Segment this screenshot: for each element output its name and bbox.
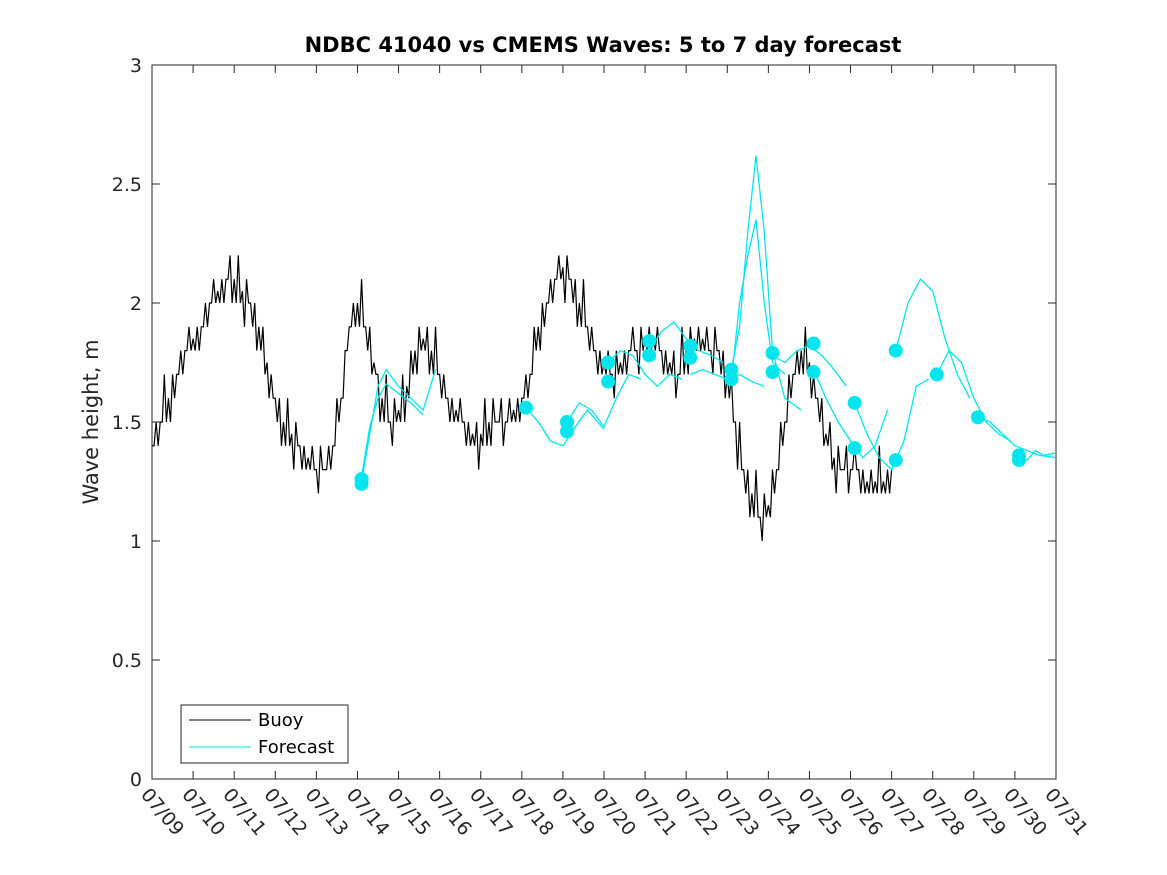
x-tick-label: 07/30 [999, 784, 1051, 840]
x-tick-label: 07/12 [259, 784, 311, 840]
forecast-marker [1012, 448, 1027, 463]
forecast-marker [888, 343, 903, 358]
x-tick-label: 07/15 [383, 784, 435, 840]
legend: Buoy Forecast [180, 704, 349, 764]
forecast-series-line [895, 278, 971, 399]
forecast-marker [765, 345, 780, 360]
chart-title: NDBC 41040 vs CMEMS Waves: 5 to 7 day fo… [305, 33, 902, 57]
x-tick-label: 07/11 [218, 784, 270, 840]
x-tick-label: 07/26 [835, 784, 887, 840]
forecast-series-line [525, 407, 605, 447]
x-tick-label: 07/16 [424, 784, 476, 840]
x-tick-label: 07/14 [342, 784, 394, 840]
forecast-series-line [936, 349, 1012, 442]
forecast-series-line [360, 368, 437, 482]
x-tick-label: 07/21 [629, 784, 681, 840]
forecast-marker [683, 350, 698, 365]
forecast-series-line [977, 416, 1057, 459]
x-tick-label: 07/18 [506, 784, 558, 840]
forecast-series-line [854, 378, 929, 471]
forecast-series-line [730, 219, 786, 380]
forecast-marker [970, 410, 985, 425]
forecast-marker [765, 365, 780, 380]
forecast-marker [518, 400, 533, 415]
forecast-marker [642, 348, 657, 363]
y-tick-label: 1 [130, 531, 142, 553]
y-tick-label: 2 [130, 293, 142, 315]
x-tick-label: 07/29 [958, 784, 1010, 840]
x-tick-label: 07/25 [794, 784, 846, 840]
forecast-series-line [812, 369, 889, 459]
x-tick-label: 07/28 [917, 784, 969, 840]
forecast-series-line [607, 349, 683, 388]
legend-label-forecast: Forecast [258, 737, 334, 758]
forecast-marker [806, 336, 821, 351]
y-tick-label: 1.5 [112, 412, 142, 434]
forecast-marker [601, 355, 616, 370]
x-tick-label: 07/17 [465, 784, 517, 840]
y-tick-label: 0 [130, 769, 142, 791]
forecast-marker [847, 395, 862, 410]
forecast-series-line [730, 155, 802, 411]
x-tick-label: 07/22 [670, 784, 722, 840]
x-tick-label: 07/09 [136, 784, 188, 840]
legend-box [180, 704, 349, 764]
forecast-marker [560, 415, 575, 429]
x-tick-label: 07/27 [876, 784, 928, 840]
forecast-series-line [360, 382, 424, 477]
forecast-marker [642, 334, 657, 349]
forecast-marker [888, 453, 903, 468]
y-axis: 0 0.5 1 1.5 2 2.5 3 [112, 55, 1056, 791]
y-tick-label: 3 [130, 55, 142, 77]
x-tick-label: 07/13 [301, 784, 353, 840]
series-layer [152, 155, 1057, 542]
x-tick-label: 07/20 [588, 784, 640, 840]
forecast-series-line [648, 321, 724, 364]
y-tick-label: 0.5 [112, 650, 142, 672]
x-tick-label: 07/23 [711, 784, 763, 840]
buoy-series-line [152, 255, 893, 542]
legend-label-buoy: Buoy [258, 710, 304, 731]
forecast-marker [929, 367, 944, 382]
forecast-marker [601, 374, 616, 389]
x-tick-label: 07/19 [547, 784, 599, 840]
x-tick-label: 07/31 [1040, 784, 1092, 840]
forecast-marker [847, 441, 862, 456]
forecast-marker [806, 365, 821, 380]
y-tick-label: 2.5 [112, 174, 142, 196]
forecast-series-line [566, 373, 642, 429]
forecast-marker [683, 338, 698, 353]
x-tick-label: 07/24 [753, 784, 805, 840]
plot-area [151, 64, 1057, 780]
x-tick-label: 07/10 [177, 784, 229, 840]
y-axis-label: Wave height, m [79, 339, 103, 504]
forecast-marker [354, 472, 369, 487]
forecast-marker [724, 362, 739, 377]
